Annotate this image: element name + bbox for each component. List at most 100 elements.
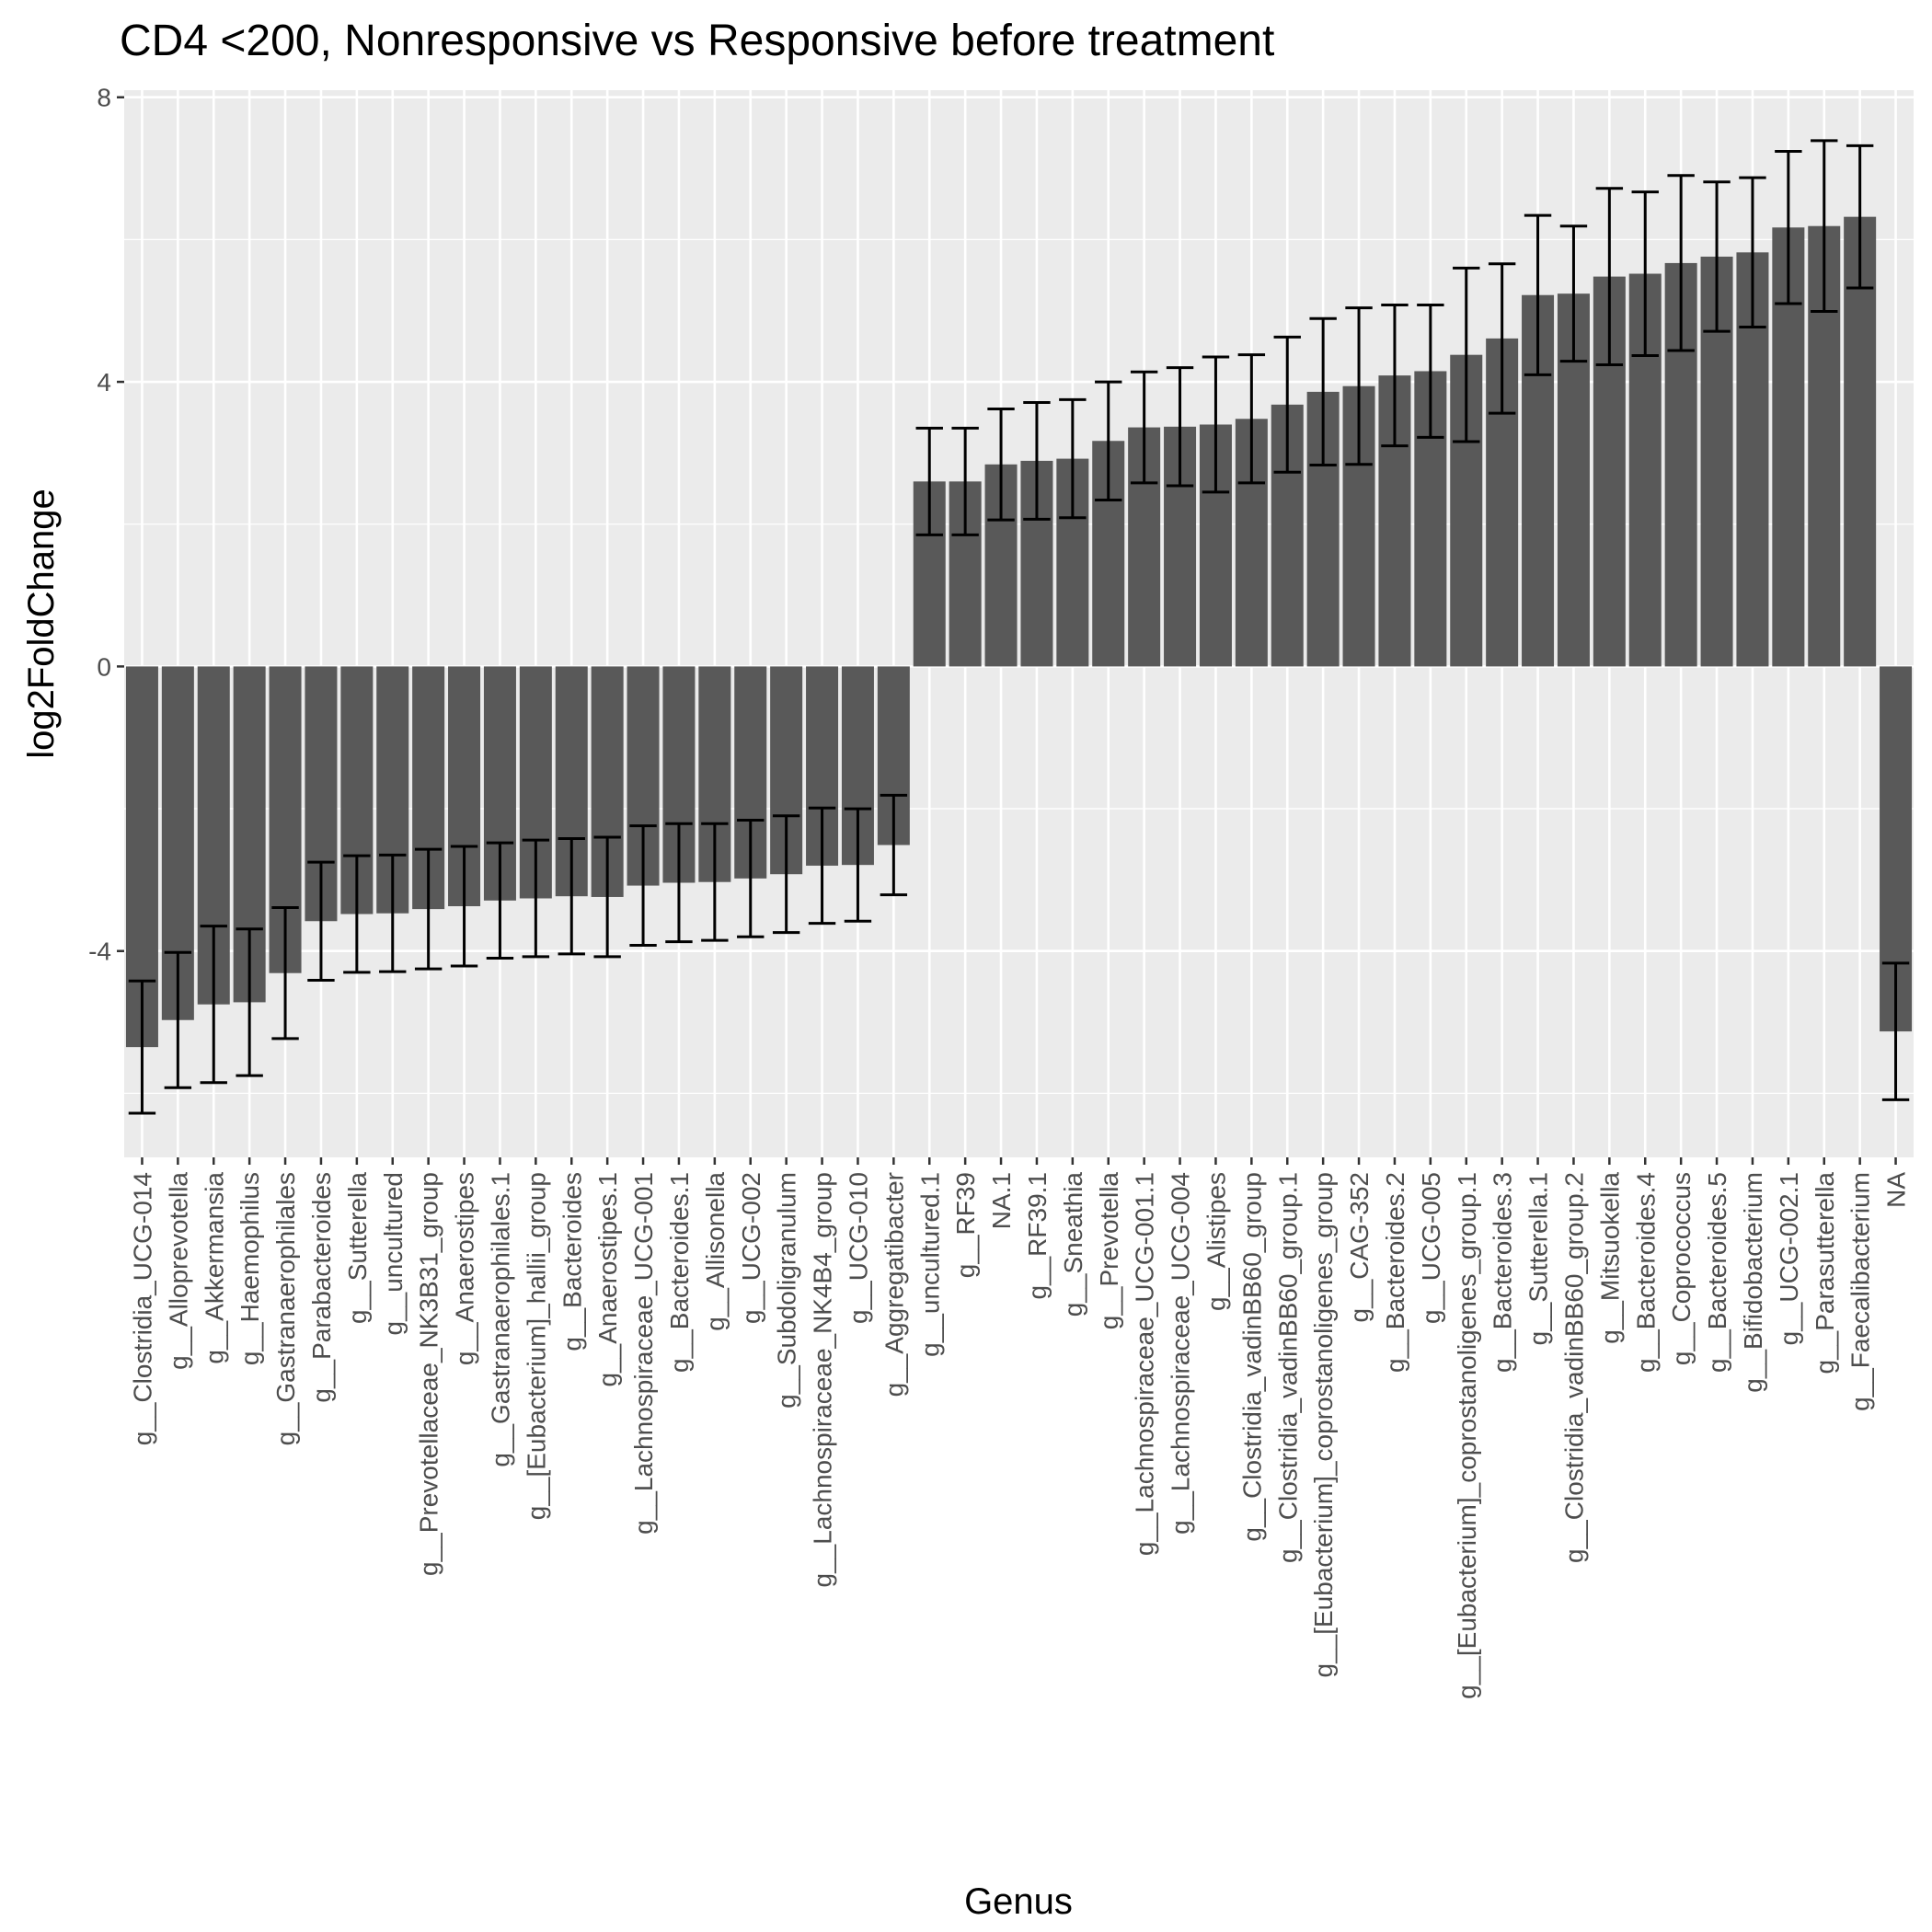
bar-layer [125, 216, 1913, 1048]
x-tick-label: g__Coprococcus [1667, 1172, 1696, 1365]
x-tick-label: g__Parabacteroides [307, 1172, 336, 1403]
x-tick-label: g__Sutterella [343, 1172, 372, 1324]
x-tick-label: g__Clostridia_vadinBB60_group.1 [1273, 1172, 1302, 1563]
x-tick-label: g__Lachnospiraceae_UCG-001.1 [1131, 1172, 1159, 1556]
error-bar [880, 793, 908, 897]
x-tick-label: g__UCG-002 [737, 1172, 765, 1324]
error-bar [1237, 353, 1266, 485]
error-bar [450, 845, 478, 968]
x-tick-label: g__RF39.1 [1023, 1172, 1052, 1300]
x-tick-label: g__Anaerostipes.1 [593, 1172, 622, 1387]
y-tick-label: 0 [97, 652, 111, 681]
x-tick-label: g__Anaerostipes [451, 1172, 479, 1365]
error-bar [1631, 190, 1659, 357]
error-bar [915, 426, 943, 536]
x-tick-label: g__Haemophilus [236, 1172, 264, 1365]
error-bar [164, 950, 192, 1089]
error-bar [1453, 266, 1480, 443]
x-tick-label: g__Alloprevotella [164, 1172, 192, 1370]
x-tick-label: NA [1882, 1172, 1911, 1208]
x-tick-label: g__Bacteroides.5 [1703, 1172, 1731, 1373]
x-tick-label: g__uncultured.1 [915, 1172, 944, 1357]
error-bar [629, 824, 657, 948]
error-bar [593, 835, 621, 959]
x-tick-label: g__UCG-005 [1417, 1172, 1445, 1324]
x-tick-label: g__Parasutterella [1811, 1172, 1839, 1374]
error-bar [271, 906, 299, 1041]
error-bar [343, 854, 371, 974]
error-bar [1309, 316, 1337, 467]
error-bar [1811, 139, 1838, 314]
error-bar [737, 818, 765, 938]
error-bar [414, 847, 443, 971]
x-tick-label: g__Bacteroides.3 [1489, 1172, 1517, 1373]
chart-title: CD4 <200, Nonresponsive vs Responsive be… [120, 17, 1274, 65]
error-bar [1846, 144, 1874, 290]
error-bar [1095, 380, 1122, 501]
x-tick-label: g__RF39 [951, 1172, 980, 1278]
error-bar [200, 925, 227, 1085]
x-tick-label: g__UCG-010 [844, 1172, 872, 1324]
y-axis-title: log2FoldChange [21, 489, 62, 759]
x-tick-label: g__Bifidobacterium [1739, 1172, 1767, 1393]
x-tick-label: g__Gastranaerophilales [271, 1172, 300, 1445]
error-bar [701, 822, 729, 942]
error-bar [1595, 187, 1624, 367]
error-bar [128, 979, 156, 1115]
error-bar [379, 853, 407, 973]
x-tick-label: g__Bacteroides.1 [665, 1172, 694, 1373]
error-bar [1775, 150, 1802, 305]
y-tick-label: 4 [97, 368, 111, 397]
x-tick-label: g__Bacteroides.2 [1381, 1172, 1409, 1373]
x-tick-label: g__Mitsuokella [1595, 1172, 1624, 1344]
x-tick-label: g__Allisonella [701, 1172, 730, 1331]
error-bar [1381, 304, 1409, 448]
error-bar [1273, 335, 1301, 474]
x-tick-label: g__Clostridia_vadinBB60_group [1237, 1172, 1266, 1542]
x-tick-label: g__Gastranaerophilales.1 [486, 1172, 514, 1467]
x-tick-label: NA.1 [987, 1172, 1016, 1229]
x-tick-label: g__Alistipes [1202, 1172, 1230, 1311]
error-bar [1023, 400, 1051, 521]
error-bar [1881, 961, 1910, 1101]
x-axis-title: Genus [964, 1881, 1073, 1922]
error-bar [1130, 370, 1158, 485]
x-tick-label: g__Prevotellaceae_NK3B31_group [415, 1172, 443, 1576]
error-bar [522, 838, 550, 959]
x-tick-label: g__Bacteroides.4 [1631, 1172, 1660, 1373]
x-tick-label: g__Bacteroides [558, 1172, 586, 1351]
x-tick-label: g__Lachnospiraceae_NK4B4_group [809, 1172, 837, 1587]
x-tick-label: g__UCG-002.1 [1775, 1172, 1803, 1345]
error-bar [1059, 397, 1087, 520]
x-tick-label: g__Lachnospiraceae_UCG-001 [629, 1172, 658, 1535]
x-tick-label: g__Lachnospiraceae_UCG-004 [1167, 1172, 1195, 1535]
error-bar [1488, 262, 1516, 415]
error-bar [1166, 366, 1194, 488]
x-tick-label: g__Sutterella.1 [1524, 1172, 1553, 1345]
error-bar [1703, 180, 1731, 333]
error-bar [1739, 176, 1766, 329]
error-bar [987, 407, 1015, 522]
error-bar [558, 837, 585, 956]
y-axis: -4 0 4 8 [88, 84, 124, 966]
error-bar [844, 807, 872, 923]
error-bar [1667, 174, 1695, 352]
x-tick-label: g__Prevotella [1095, 1172, 1123, 1330]
y-tick-label: -4 [88, 937, 111, 966]
x-tick-label: g__Akkermansia [200, 1172, 228, 1364]
error-bar [808, 806, 836, 926]
error-bar [236, 927, 263, 1077]
error-bar [665, 822, 693, 944]
error-bar [772, 814, 800, 935]
error-bar [1202, 355, 1230, 494]
x-tick-label: g__[Eubacterium]_hallii_group [522, 1172, 550, 1520]
error-bar [951, 426, 979, 536]
error-bar [1559, 224, 1588, 363]
x-tick-label: g__[Eubacterium]_coprostanoligenes_group… [1453, 1172, 1481, 1699]
x-tick-label: g__Faecalibacterium [1846, 1172, 1875, 1411]
errorbar-layer [128, 139, 1910, 1115]
error-bar [1524, 213, 1552, 376]
x-tick-label: g__[Eubacterium]_coprostanoligenes_group [1309, 1172, 1338, 1678]
x-axis: g__Clostridia_UCG-014 g__Alloprevotella g_… [128, 1157, 1911, 1699]
